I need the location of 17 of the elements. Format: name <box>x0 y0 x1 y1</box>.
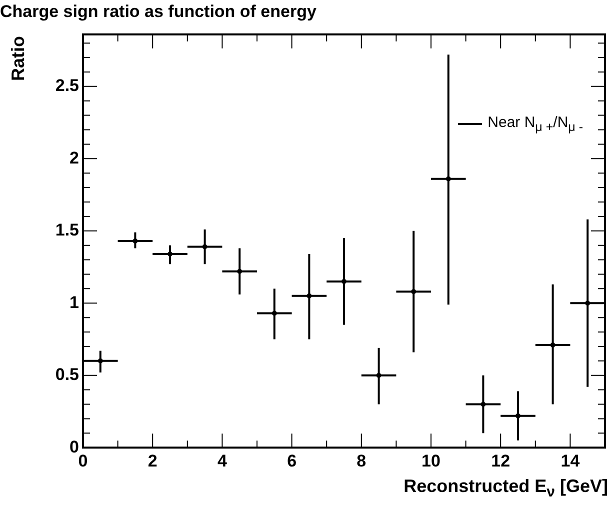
y-tick-label: 1.5 <box>55 220 79 240</box>
x-tick-label: 4 <box>217 451 228 470</box>
y-tick-label: 2.5 <box>55 76 79 96</box>
x-axis-title: Reconstructed E$_{ν}$ [GeV] <box>404 476 608 501</box>
x-tick-label: 12 <box>491 451 510 470</box>
x-tick-label: 2 <box>148 451 158 470</box>
legend-label: Near N$_{μ +}$/N$_{μ -}$ <box>488 114 583 134</box>
x-tick-label: 6 <box>287 451 297 470</box>
chart-title: Charge sign ratio as function of energy <box>0 2 317 21</box>
y-tick-label: 1 <box>70 292 79 312</box>
x-tick-label: 10 <box>422 451 440 470</box>
y-tick-label: 2 <box>70 148 79 168</box>
y-tick-label: 0 <box>70 437 79 456</box>
y-axis-title: Ratio <box>8 36 29 81</box>
x-tick-label: 14 <box>560 451 580 470</box>
y-tick-label: 0.5 <box>55 365 79 384</box>
x-tick-label: 8 <box>356 451 366 470</box>
